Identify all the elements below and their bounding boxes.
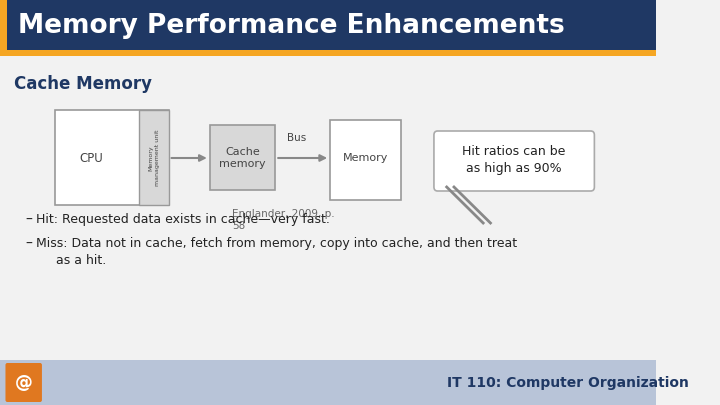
Text: Cache
memory: Cache memory	[219, 147, 266, 169]
Text: Cache Memory: Cache Memory	[14, 75, 152, 93]
Bar	[0, 50, 657, 56]
Text: –: –	[25, 213, 32, 227]
Bar	[140, 110, 168, 205]
Bar	[0, 360, 657, 405]
Text: Hit ratios can be
as high as 90%: Hit ratios can be as high as 90%	[462, 145, 566, 175]
Text: Memory Performance Enhancements: Memory Performance Enhancements	[18, 13, 565, 39]
Bar	[210, 125, 275, 190]
Text: Englander, 2009, p.
58: Englander, 2009, p. 58	[233, 209, 335, 231]
Text: @: @	[15, 374, 32, 392]
FancyBboxPatch shape	[434, 131, 595, 191]
Bar	[0, 0, 7, 50]
Bar	[330, 120, 401, 200]
Bar	[55, 110, 168, 205]
Text: Bus: Bus	[287, 133, 307, 143]
FancyBboxPatch shape	[6, 363, 42, 402]
Text: Memory
management unit: Memory management unit	[148, 130, 160, 186]
Text: Hit: Requested data exists in cache—very fast.: Hit: Requested data exists in cache—very…	[37, 213, 330, 226]
Bar	[0, 0, 657, 50]
Bar	[0, 56, 657, 360]
Text: –: –	[25, 237, 32, 251]
Text: Memory: Memory	[343, 153, 388, 163]
Text: IT 110: Computer Organization: IT 110: Computer Organization	[446, 376, 688, 390]
Text: CPU: CPU	[79, 151, 103, 164]
Text: Miss: Data not in cache, fetch from memory, copy into cache, and then treat
    : Miss: Data not in cache, fetch from memo…	[37, 237, 518, 267]
